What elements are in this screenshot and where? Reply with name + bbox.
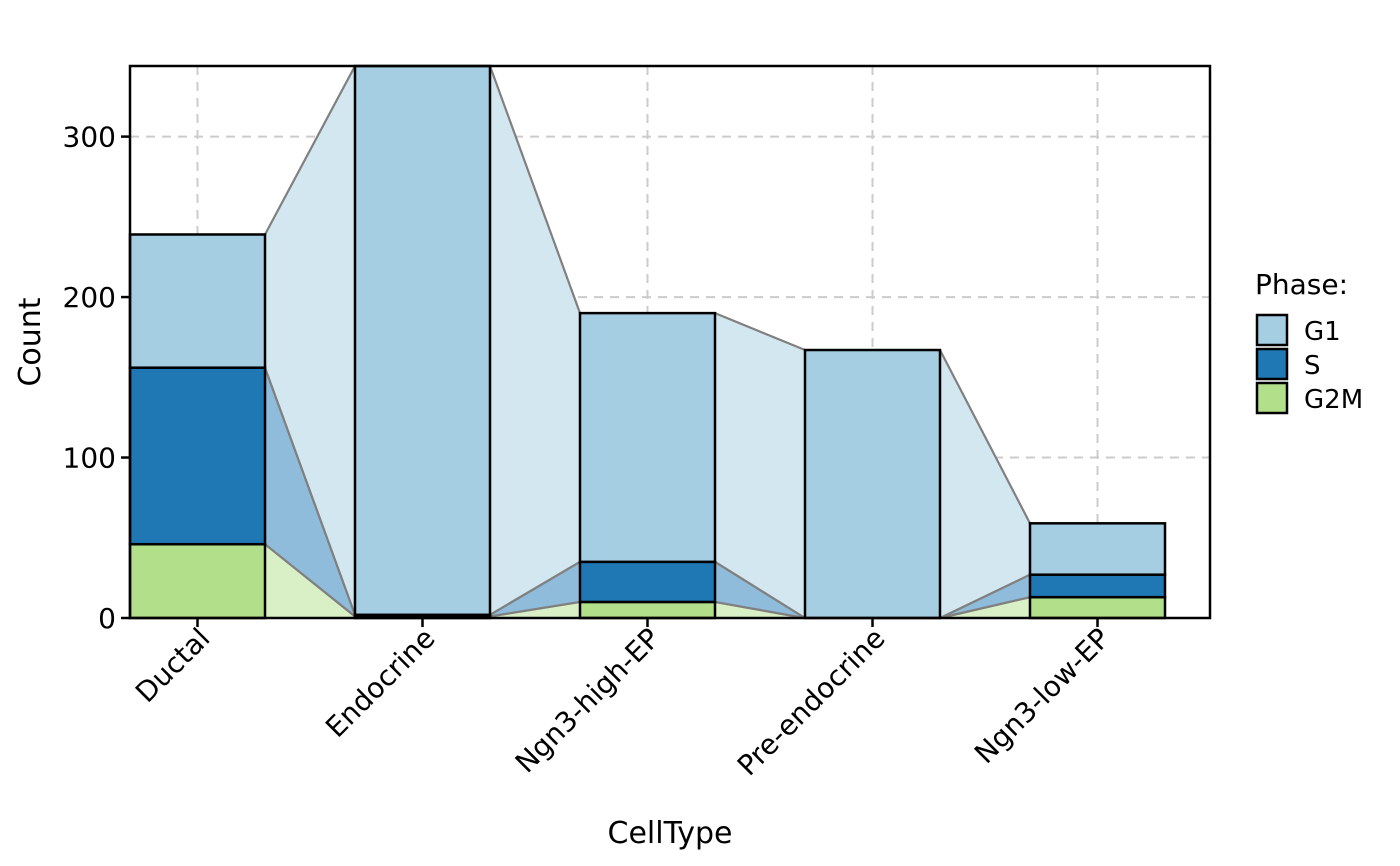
- stacked-bars: [128, 64, 1167, 620]
- flow-edge-lower-g1-2: [714, 560, 806, 619]
- flow-edge-lower-s-1: [489, 600, 581, 618]
- bar-ngn3-low-ep-g2m: [1028, 595, 1167, 620]
- flow-edge-g1-2: [714, 312, 806, 352]
- bar-pre-endocrine-g1: [803, 348, 942, 620]
- legend: G1 S G2M: [1255, 313, 1363, 415]
- legend-label-s: S: [1304, 351, 1321, 381]
- flow-g1-ngn3-high-ep-to-pre-endocrine: [715, 313, 805, 618]
- x-tick-label-endocrine: Endocrine: [319, 622, 441, 744]
- flow-g1-pre-endocrine-to-ngn3-low-ep: [940, 350, 1030, 618]
- legend-swatch-g1: [1255, 313, 1289, 347]
- x-tick-label-ductal: Ductal: [129, 622, 216, 709]
- bar-ngn3-high-ep-s: [578, 560, 717, 604]
- bar-ductal-g1: [128, 233, 267, 369]
- x-axis-title: CellType: [608, 816, 733, 851]
- flow-edge-lower-g1-0: [263, 367, 357, 616]
- flow-edge-g1-1: [488, 65, 582, 314]
- x-tick-label-ngn3-low-ep: Ngn3-low-EP: [968, 622, 1116, 770]
- bar-ductal-s: [128, 366, 267, 546]
- flow-edge-lower-s-2: [714, 600, 806, 620]
- y-axis-title: Count: [13, 297, 48, 386]
- y-tick-label-200: 200: [63, 281, 116, 314]
- bar-endocrine-g1: [353, 64, 492, 617]
- legend-title: Phase:: [1255, 268, 1348, 301]
- flow-g1-endocrine-to-ngn3-high-ep: [490, 66, 580, 615]
- flow-g1-ductal-to-endocrine: [265, 66, 355, 615]
- legend-swatch-s: [1255, 347, 1289, 381]
- bar-ngn3-low-ep-s: [1028, 573, 1167, 599]
- legend-label-g1: G1: [1304, 317, 1341, 347]
- y-tick-label-300: 300: [63, 121, 116, 154]
- flow-edge-g1-0: [264, 65, 356, 236]
- flow-edge-lower-g1-3: [939, 573, 1031, 619]
- legend-label-g2m: G2M: [1304, 385, 1363, 415]
- legend-swatch-g2m: [1255, 381, 1289, 415]
- y-tick-label-100: 100: [63, 442, 116, 475]
- x-tick-label-ngn3-high-ep: Ngn3-high-EP: [509, 622, 667, 780]
- bar-ngn3-low-ep-g1: [1028, 522, 1167, 576]
- flow-edge-g1-3: [939, 349, 1031, 524]
- bar-ductal-g2m: [128, 542, 267, 620]
- plot-panel-border: [128, 64, 1212, 620]
- flow-edge-lower-g1-1: [489, 560, 581, 616]
- flow-edge-lower-s-0: [264, 543, 356, 618]
- bar-ngn3-high-ep-g2m: [578, 600, 717, 620]
- flow-connectors: [263, 65, 1031, 620]
- x-tick-label-pre-endocrine: Pre-endocrine: [731, 622, 892, 783]
- bar-ngn3-high-ep-g1: [578, 311, 717, 564]
- flow-edge-lower-s-3: [939, 596, 1031, 620]
- y-tick-label-0: 0: [98, 602, 116, 635]
